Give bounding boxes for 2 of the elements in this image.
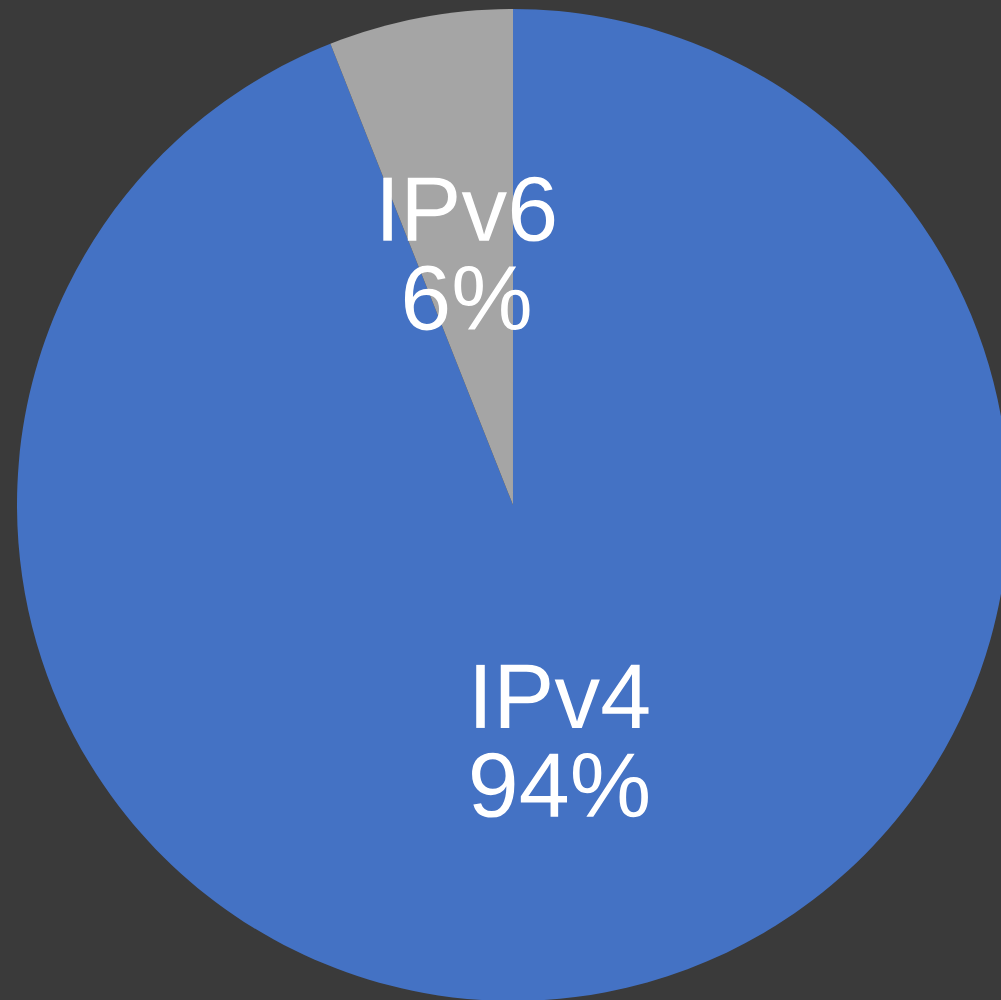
slice-label: IPv4 xyxy=(476,664,649,728)
data-label: 94% xyxy=(472,752,648,818)
